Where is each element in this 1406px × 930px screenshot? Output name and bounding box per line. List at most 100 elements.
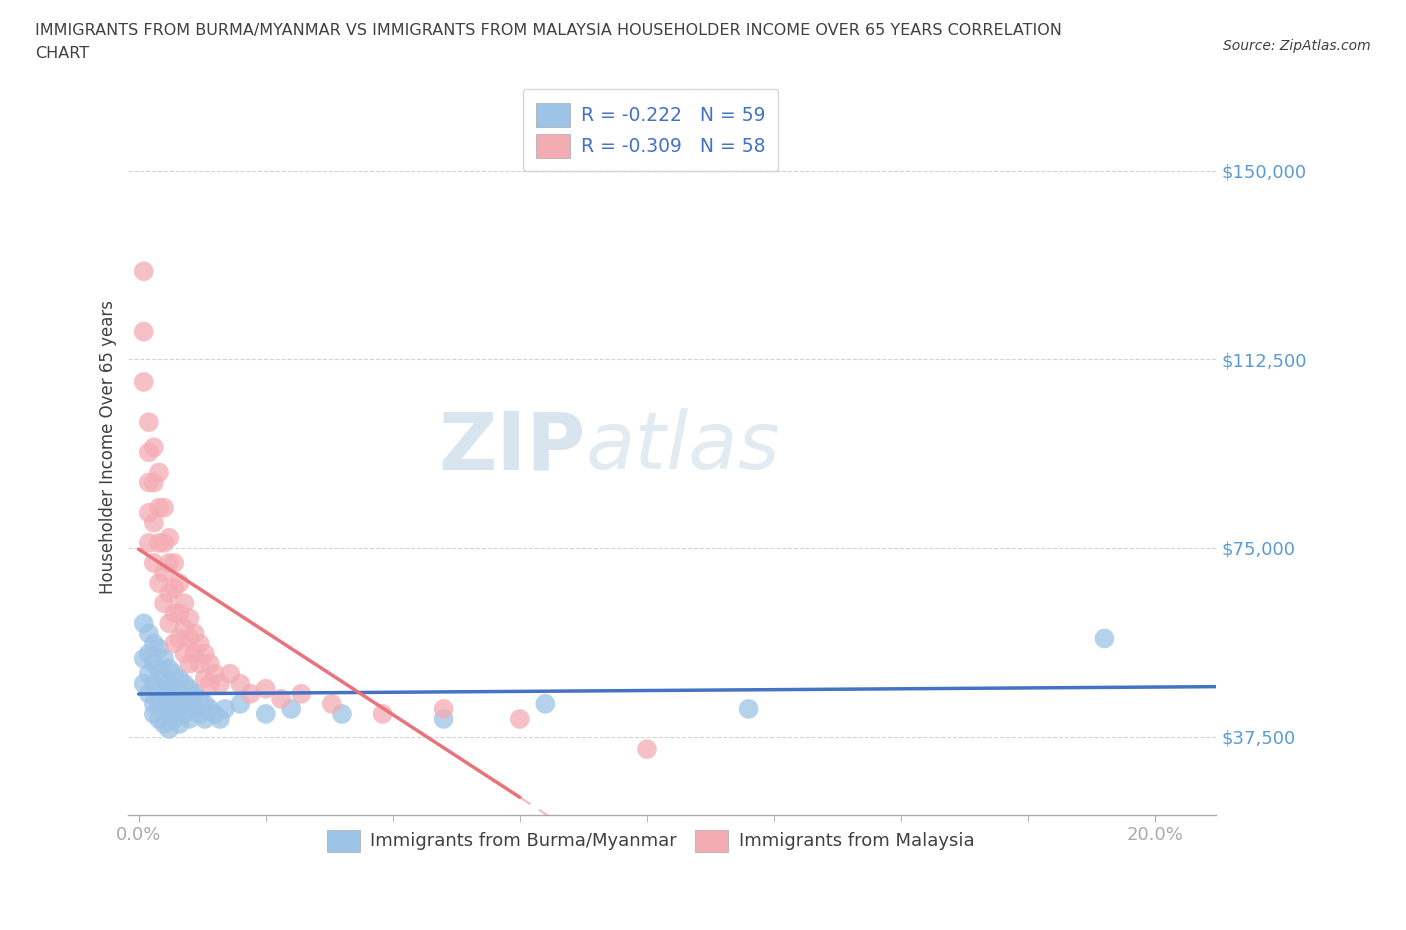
Text: Source: ZipAtlas.com: Source: ZipAtlas.com	[1223, 39, 1371, 53]
Point	[148, 576, 170, 591]
Point	[194, 711, 217, 726]
Point	[254, 707, 277, 722]
Point	[229, 676, 252, 691]
Point	[179, 611, 201, 626]
Point	[321, 697, 343, 711]
Y-axis label: Householder Income Over 65 years: Householder Income Over 65 years	[100, 300, 117, 594]
Point	[173, 676, 195, 691]
Point	[132, 325, 155, 339]
Point	[153, 686, 176, 701]
Point	[371, 707, 394, 722]
Point	[169, 701, 191, 716]
Point	[204, 666, 226, 681]
Point	[173, 707, 195, 722]
Point	[173, 646, 195, 661]
Point	[169, 576, 191, 591]
Point	[142, 697, 165, 711]
Point	[198, 701, 221, 716]
Point	[270, 691, 292, 706]
Point	[138, 626, 160, 641]
Point	[173, 621, 195, 636]
Point	[142, 440, 165, 455]
Point	[179, 697, 201, 711]
Point	[433, 711, 456, 726]
Point	[173, 596, 195, 611]
Point	[219, 666, 242, 681]
Point	[183, 626, 205, 641]
Point	[1094, 631, 1116, 646]
Point	[169, 686, 191, 701]
Point	[163, 555, 186, 570]
Point	[157, 722, 180, 737]
Point	[138, 646, 160, 661]
Point	[132, 264, 155, 279]
Point	[194, 697, 217, 711]
Point	[636, 742, 658, 757]
Point	[229, 697, 252, 711]
Point	[169, 716, 191, 731]
Point	[138, 686, 160, 701]
Point	[179, 682, 201, 697]
Point	[138, 536, 160, 551]
Legend: Immigrants from Burma/Myanmar, Immigrants from Malaysia: Immigrants from Burma/Myanmar, Immigrant…	[318, 820, 983, 860]
Point	[142, 676, 165, 691]
Point	[169, 631, 191, 646]
Point	[157, 616, 180, 631]
Point	[183, 701, 205, 716]
Point	[208, 676, 231, 691]
Point	[142, 555, 165, 570]
Point	[148, 682, 170, 697]
Point	[157, 661, 180, 676]
Point	[148, 661, 170, 676]
Point	[138, 475, 160, 490]
Point	[163, 697, 186, 711]
Point	[163, 580, 186, 595]
Point	[157, 691, 180, 706]
Point	[163, 711, 186, 726]
Point	[179, 711, 201, 726]
Point	[157, 530, 180, 545]
Point	[153, 536, 176, 551]
Point	[254, 682, 277, 697]
Point	[132, 616, 155, 631]
Point	[148, 697, 170, 711]
Point	[138, 445, 160, 459]
Point	[198, 657, 221, 671]
Point	[188, 707, 211, 722]
Point	[194, 646, 217, 661]
Point	[169, 605, 191, 620]
Point	[163, 636, 186, 651]
Point	[163, 605, 186, 620]
Point	[208, 711, 231, 726]
Point	[183, 686, 205, 701]
Point	[179, 631, 201, 646]
Point	[142, 707, 165, 722]
Point	[163, 666, 186, 681]
Point	[142, 657, 165, 671]
Point	[142, 475, 165, 490]
Point	[198, 676, 221, 691]
Point	[188, 636, 211, 651]
Point	[330, 707, 353, 722]
Point	[509, 711, 531, 726]
Point	[142, 636, 165, 651]
Point	[157, 586, 180, 601]
Point	[534, 697, 557, 711]
Text: atlas: atlas	[585, 408, 780, 486]
Point	[290, 686, 312, 701]
Point	[132, 651, 155, 666]
Point	[169, 671, 191, 686]
Point	[153, 716, 176, 731]
Text: CHART: CHART	[35, 46, 89, 61]
Point	[132, 676, 155, 691]
Point	[157, 707, 180, 722]
Point	[157, 676, 180, 691]
Point	[148, 465, 170, 480]
Point	[148, 500, 170, 515]
Point	[280, 701, 302, 716]
Point	[138, 505, 160, 520]
Point	[153, 596, 176, 611]
Point	[163, 682, 186, 697]
Point	[179, 657, 201, 671]
Point	[188, 691, 211, 706]
